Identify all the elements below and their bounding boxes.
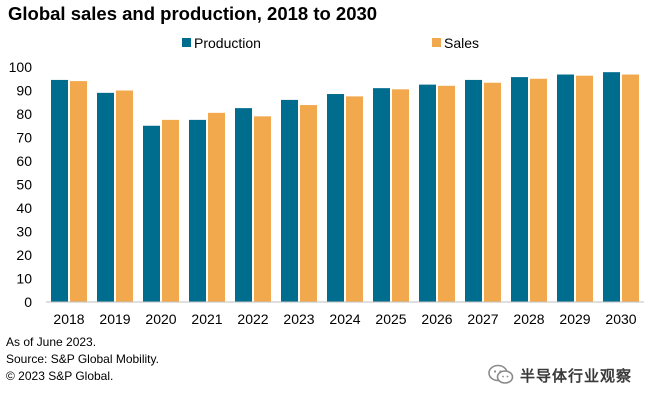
bar-production-2018 bbox=[51, 79, 68, 302]
bar-sales-2021 bbox=[208, 112, 225, 302]
x-tick-label: 2018 bbox=[53, 311, 84, 327]
legend: Production Sales bbox=[182, 35, 479, 51]
y-tick-label: 90 bbox=[16, 83, 32, 99]
footnotes: As of June 2023. Source: S&P Global Mobi… bbox=[6, 334, 159, 385]
bar-production-2029 bbox=[557, 74, 574, 303]
bar-sales-2022 bbox=[254, 116, 271, 302]
watermark-text: 半导体行业观察 bbox=[520, 367, 633, 385]
footnote-copyright: © 2023 S&P Global. bbox=[6, 369, 114, 383]
y-tick-label: 30 bbox=[16, 224, 32, 240]
x-tick-label: 2029 bbox=[559, 311, 590, 327]
footnote-date: As of June 2023. bbox=[6, 335, 97, 349]
bar-sales-2025 bbox=[392, 89, 409, 302]
legend-label-sales: Sales bbox=[444, 35, 479, 51]
bar-sales-2018 bbox=[70, 81, 87, 302]
x-tick-label: 2024 bbox=[329, 311, 360, 327]
bar-sales-2020 bbox=[162, 119, 179, 302]
bar-production-2021 bbox=[189, 119, 206, 302]
y-tick-label: 10 bbox=[16, 271, 32, 287]
y-tick-label: 0 bbox=[24, 294, 32, 310]
y-tick-label: 80 bbox=[16, 106, 32, 122]
bar-sales-2027 bbox=[484, 82, 501, 303]
bar-sales-2019 bbox=[116, 90, 133, 302]
bar-sales-2024 bbox=[346, 96, 363, 302]
x-tick-label: 2025 bbox=[375, 311, 406, 327]
x-tick-label: 2027 bbox=[467, 311, 498, 327]
bar-sales-2028 bbox=[530, 78, 547, 302]
bar-sales-2023 bbox=[300, 105, 317, 302]
bar-production-2026 bbox=[419, 84, 436, 302]
wechat-icon bbox=[488, 364, 514, 384]
legend-swatch-production bbox=[182, 38, 191, 47]
x-axis: 2018 2019 2020 2021 2022 2023 2024 2025 2026 2027… bbox=[53, 311, 636, 327]
footnote-source: Source: S&P Global Mobility. bbox=[6, 352, 159, 366]
bar-production-2024 bbox=[327, 94, 344, 303]
bar-sales-2029 bbox=[576, 75, 593, 302]
x-tick-label: 2026 bbox=[421, 311, 452, 327]
chart-title: Global sales and production, 2018 to 203… bbox=[8, 3, 378, 24]
bar-production-2020 bbox=[143, 125, 160, 302]
y-tick-label: 70 bbox=[16, 130, 32, 146]
x-tick-label: 2019 bbox=[99, 311, 130, 327]
x-tick-label: 2022 bbox=[237, 311, 268, 327]
y-axis: 0 10 20 30 40 50 60 70 80 90 100 bbox=[9, 59, 33, 310]
y-tick-label: 50 bbox=[16, 177, 32, 193]
watermark: 半导体行业观察 bbox=[488, 364, 632, 386]
y-tick-label: 100 bbox=[9, 59, 33, 75]
bar-production-2030 bbox=[603, 72, 620, 302]
bars bbox=[51, 72, 639, 303]
y-tick-label: 20 bbox=[16, 247, 32, 263]
x-tick-label: 2028 bbox=[513, 311, 544, 327]
bar-sales-2030 bbox=[622, 74, 639, 303]
bar-production-2023 bbox=[281, 99, 298, 303]
y-tick-label: 60 bbox=[16, 153, 32, 169]
bar-production-2025 bbox=[373, 88, 390, 303]
bar-production-2027 bbox=[465, 79, 482, 302]
x-tick-label: 2023 bbox=[283, 311, 314, 327]
bar-production-2022 bbox=[235, 108, 252, 302]
x-tick-label: 2030 bbox=[605, 311, 636, 327]
bar-sales-2026 bbox=[438, 85, 455, 302]
legend-swatch-sales bbox=[432, 38, 441, 47]
bar-production-2028 bbox=[511, 77, 528, 302]
legend-label-production: Production bbox=[194, 35, 261, 51]
y-tick-label: 40 bbox=[16, 200, 32, 216]
x-tick-label: 2021 bbox=[191, 311, 222, 327]
x-tick-label: 2020 bbox=[145, 311, 176, 327]
bar-production-2019 bbox=[97, 92, 114, 302]
